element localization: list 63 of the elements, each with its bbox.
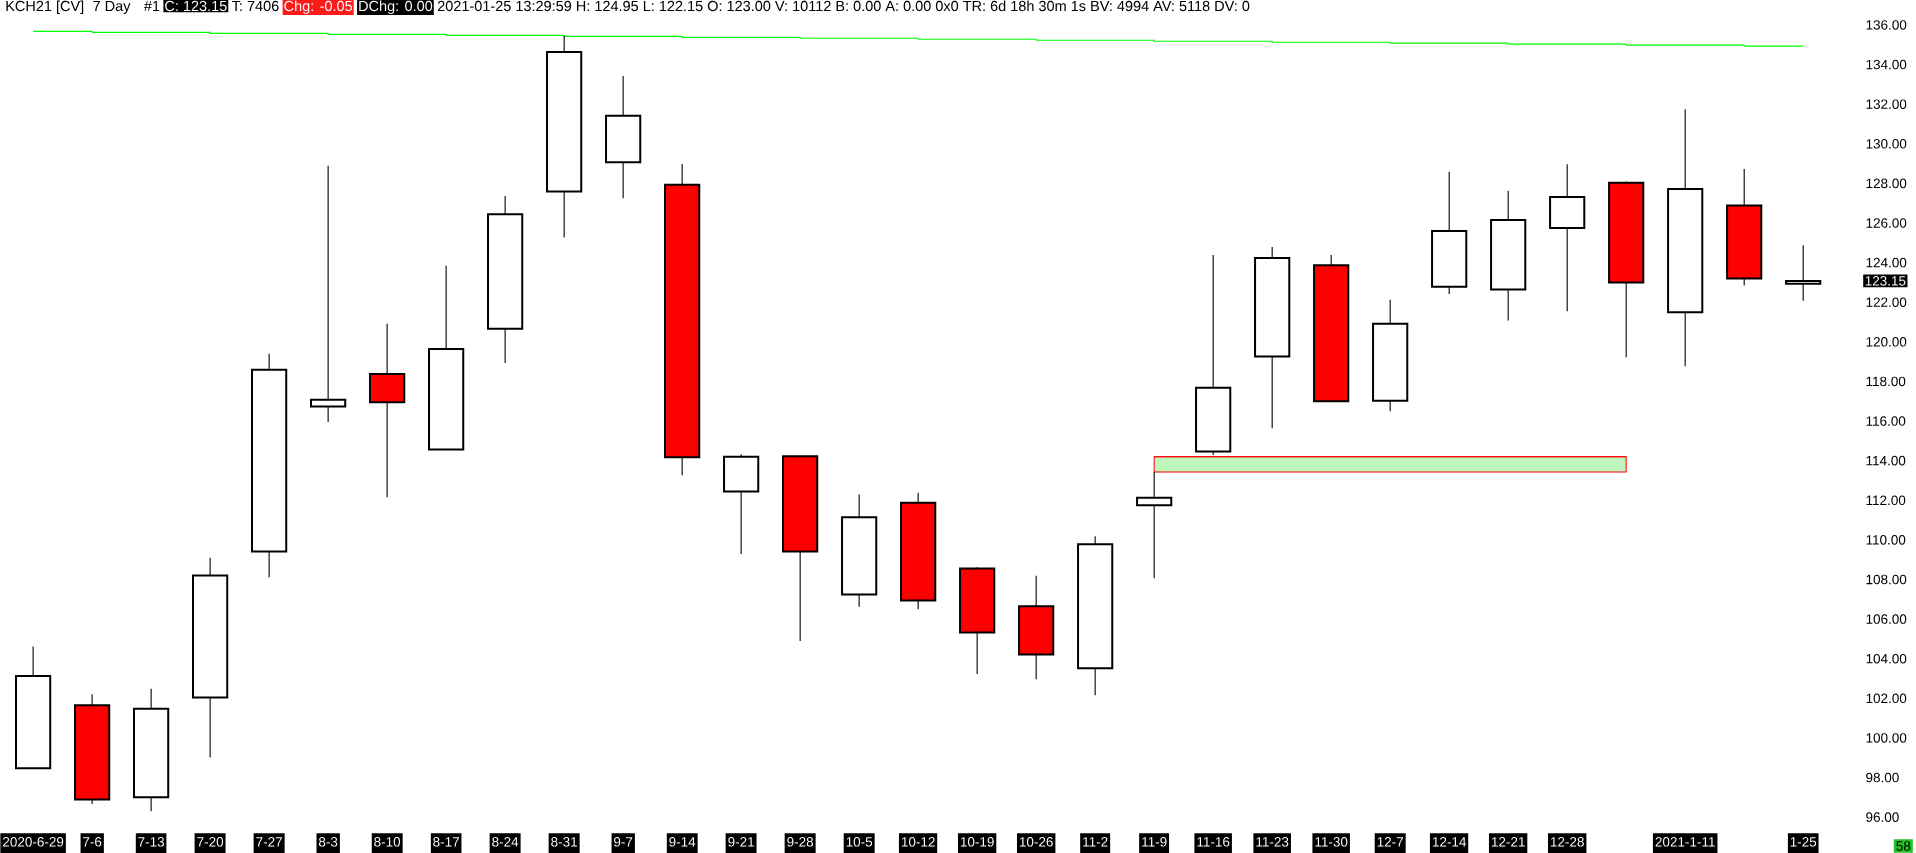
candlestick — [1136, 471, 1173, 579]
y-tick-label: 128.00 — [1866, 178, 1907, 189]
x-tick-label: 12-28 — [1550, 837, 1584, 847]
text: DChg: 0.00 — [359, 0, 433, 14]
text: 58 — [1896, 841, 1911, 851]
y-tick-label: 124.00 — [1866, 257, 1907, 268]
text: 2021-01-25 13:29:59 H: 124.95 L: 122.15 O: 123.00 V: 10112 B: 0.00 A: 0.00 0x0 TR: 6d 18h 30m 1s BV: 4994 AV: 5118 DV: 0 — [437, 0, 1250, 12]
x-tick-label: 7-13 — [138, 837, 165, 847]
text: #1 — [143, 1, 160, 11]
x-tick-label: 9-14 — [669, 837, 696, 847]
text: Chg: -0.05 — [284, 0, 353, 14]
x-tick-label: 2021-1-11 — [1655, 837, 1715, 847]
y-tick-label: 104.00 — [1866, 653, 1907, 664]
x-tick-label: 1-25 — [1790, 837, 1817, 847]
y-tick-label: 122.00 — [1866, 297, 1907, 307]
x-tick-label: 10-5 — [846, 837, 873, 847]
x-tick-label: 10-12 — [901, 837, 935, 847]
y-tick-label: 118.00 — [1866, 376, 1906, 387]
x-tick-label: 8-31 — [551, 837, 577, 847]
y-tick-label: 120.00 — [1866, 337, 1907, 347]
x-tick-label: 12-7 — [1377, 837, 1404, 847]
y-tick-label: 114.00 — [1866, 455, 1906, 466]
y-tick-label: 96.00 — [1866, 812, 1899, 822]
x-tick-label: 7-6 — [83, 837, 102, 847]
y-tick-label: 106.00 — [1866, 614, 1907, 624]
y-tick-label: 134.00 — [1866, 59, 1907, 70]
y-tick-label: 108.00 — [1866, 574, 1907, 585]
y-tick-label: 116.00 — [1866, 416, 1906, 426]
y-tick-label: 126.00 — [1866, 218, 1907, 228]
y-tick-label: 102.00 — [1866, 693, 1907, 704]
y-tick-label: 100.00 — [1866, 733, 1907, 743]
x-tick-label: 10-19 — [960, 837, 994, 847]
x-tick-label: 11-23 — [1256, 837, 1289, 847]
x-tick-label: 11-9 — [1142, 837, 1167, 847]
y-tick-label: 132.00 — [1866, 99, 1907, 109]
chart-title: KCH21 [CV] — [6, 0, 84, 14]
x-tick-label: 12-14 — [1432, 837, 1467, 847]
x-tick-label: 9-21 — [728, 837, 754, 847]
x-tick-label: 9-28 — [787, 837, 814, 847]
x-tick-label: 11-2 — [1083, 837, 1108, 847]
x-tick-label: 12-21 — [1491, 837, 1525, 847]
y-tick-label: 110.00 — [1866, 535, 1906, 545]
text: C: 123.15 — [165, 0, 227, 12]
x-tick-label: 9-7 — [614, 837, 633, 847]
y-tick-label: 130.00 — [1866, 138, 1907, 149]
text: 123.15 — [1865, 276, 1906, 286]
y-tick-label: 112.00 — [1866, 495, 1906, 506]
candlestick — [310, 165, 347, 423]
x-tick-label: 2020-6-29 — [3, 837, 64, 847]
x-tick-label: 8-24 — [492, 837, 519, 847]
candlestick — [1785, 244, 1822, 302]
x-tick-label: 10-26 — [1019, 837, 1053, 847]
x-tick-label: 7-27 — [256, 837, 282, 847]
x-tick-label: 11-16 — [1197, 837, 1230, 847]
x-tick-label: 8-3 — [318, 837, 338, 847]
y-tick-label: 98.00 — [1866, 772, 1899, 783]
x-tick-label: 8-17 — [433, 837, 459, 847]
text: T: 7406 — [232, 0, 279, 12]
y-tick-label: 136.00 — [1866, 20, 1907, 30]
chart-subtitle: 7 Day — [93, 1, 131, 14]
x-tick-label: 7-20 — [197, 837, 224, 847]
x-tick-label: 8-10 — [374, 837, 401, 847]
x-tick-label: 11-30 — [1315, 837, 1348, 847]
